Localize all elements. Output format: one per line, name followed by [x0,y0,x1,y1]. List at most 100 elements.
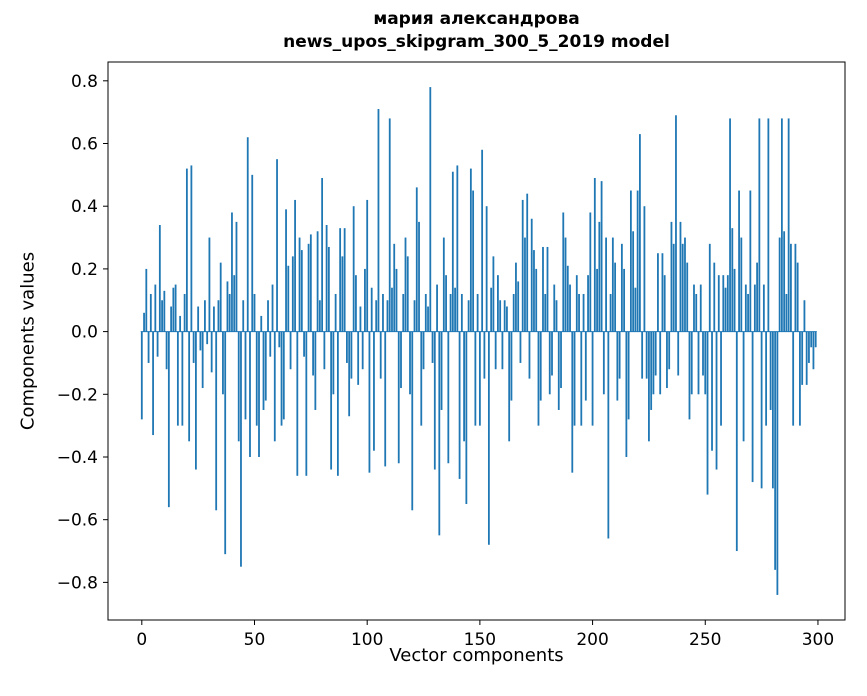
bar [386,300,389,332]
bar [474,331,477,426]
x-tick-label: 150 [464,630,496,650]
bar [783,231,786,332]
bar [201,331,204,389]
bar [657,253,659,332]
bar [636,190,639,332]
bar [661,253,664,332]
bar [666,331,668,389]
bar [330,331,333,470]
x-tick-label: 250 [689,630,721,650]
bar [672,243,675,332]
bar [562,212,565,332]
bar [406,256,409,332]
bar [267,300,269,332]
y-tick-label: 0.4 [71,197,98,217]
bar [291,256,294,332]
bar [571,331,574,473]
bar [303,331,305,357]
bar [467,300,470,332]
bar [237,331,240,442]
bar [533,250,535,332]
bar [269,331,272,357]
bar [334,293,337,332]
x-tick-label: 300 [802,630,834,650]
bar [197,306,200,332]
bar [251,174,254,332]
bar [524,237,526,332]
bar [361,331,364,370]
x-tick-label: 50 [244,630,266,650]
bar [382,293,384,332]
bar [192,331,195,363]
bar [756,262,758,332]
bar [535,268,538,332]
bar [654,331,657,376]
bar [143,312,145,332]
bar [233,275,236,332]
bar [208,237,211,332]
bar [246,137,249,332]
bar [451,171,454,332]
bar [515,262,517,332]
bar [607,331,610,539]
y-tick-label: −0.6 [57,511,98,531]
bar [814,331,817,348]
bar [174,284,177,332]
bar [400,331,402,389]
bar [158,225,161,332]
bar [472,190,475,332]
bar [447,331,450,464]
bars-group [140,87,817,595]
bar [140,331,143,420]
bar [627,331,630,420]
bar [264,331,267,401]
bar [702,331,704,376]
bar [632,231,635,332]
bar [409,331,411,395]
bar [600,181,603,332]
bar [609,293,612,332]
bar [803,300,806,332]
bar [706,331,709,495]
bar [296,331,299,476]
bar [231,212,233,332]
bar [427,306,429,332]
bar [436,284,438,332]
bar [204,300,206,332]
bar [726,275,729,332]
bar [249,331,251,457]
bar [808,331,810,363]
x-tick-label: 100 [351,630,383,650]
bar [152,331,154,436]
bar [278,331,281,348]
bar [688,331,691,420]
bar [749,190,752,332]
chart-title-line1: мария александрова [373,9,580,29]
bar [163,290,166,332]
bar [429,87,432,332]
bar [422,331,425,370]
bar [762,284,765,332]
bar [614,262,617,332]
bar [298,237,301,332]
bar [280,331,283,426]
bar [217,300,220,332]
bar [711,331,713,451]
bar [605,237,607,332]
bar [454,287,456,332]
bar [195,331,197,470]
bar [639,134,641,332]
bar [810,331,813,348]
bar [183,293,186,332]
bar [145,268,148,332]
bar [424,293,427,332]
bar [438,331,441,536]
bar [564,237,567,332]
bar [679,221,682,332]
bar [271,284,274,332]
bar [521,199,524,332]
bar [294,199,296,332]
bar [402,293,405,332]
bar [222,331,224,395]
bar [359,306,362,332]
